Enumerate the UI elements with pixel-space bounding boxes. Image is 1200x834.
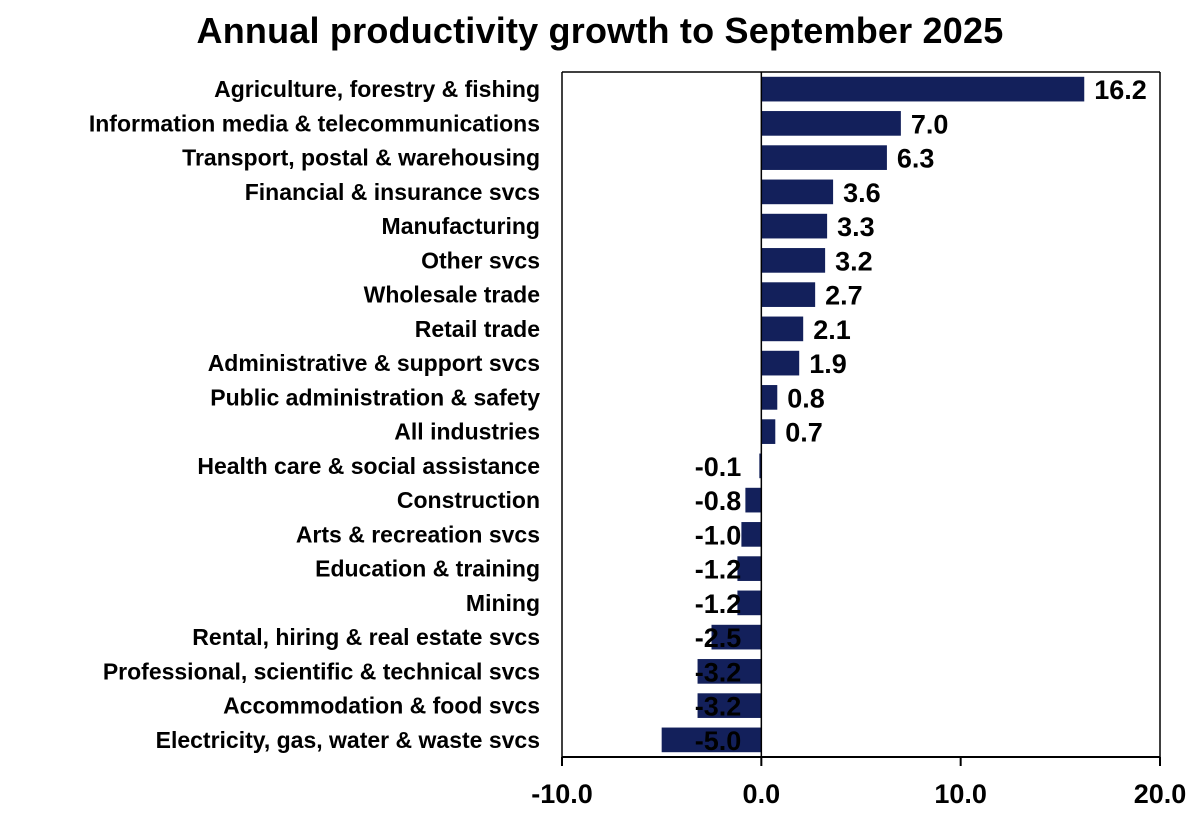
- category-label: Retail trade: [415, 316, 540, 342]
- bar: [761, 282, 816, 307]
- value-label: -0.1: [695, 452, 742, 482]
- value-label: 1.9: [809, 349, 847, 379]
- x-tick-label: 0.0: [743, 779, 781, 809]
- bar: [661, 727, 762, 753]
- bar: [761, 316, 804, 342]
- category-label: All industries: [394, 419, 540, 445]
- value-label: 6.3: [897, 144, 935, 174]
- category-label: Other svcs: [421, 247, 540, 273]
- category-label: Rental, hiring & real estate svcs: [192, 624, 540, 650]
- value-label: 7.0: [911, 109, 949, 139]
- value-label: -1.0: [695, 520, 742, 550]
- category-label: Arts & recreation svcs: [296, 521, 540, 547]
- category-label: Health care & social assistance: [197, 453, 540, 479]
- bar: [761, 419, 776, 444]
- bar: [761, 111, 901, 136]
- category-label: Financial & insurance svcs: [245, 179, 540, 205]
- value-label: -3.2: [695, 657, 742, 687]
- category-label: Construction: [397, 487, 540, 513]
- value-label: 0.8: [787, 383, 825, 413]
- category-label: Accommodation & food svcs: [223, 693, 540, 719]
- bar: [761, 76, 1085, 102]
- value-label: -1.2: [695, 555, 742, 585]
- x-tick-label: 20.0: [1134, 779, 1187, 809]
- bars-layer: [661, 76, 1085, 753]
- value-label: -1.2: [695, 589, 742, 619]
- category-label: Public administration & safety: [210, 384, 540, 410]
- x-tick-label: 10.0: [934, 779, 987, 809]
- category-label: Administrative & support svcs: [208, 350, 540, 376]
- value-label: 3.6: [843, 178, 881, 208]
- category-label: Wholesale trade: [364, 282, 540, 308]
- chart-title: Annual productivity growth to September …: [196, 10, 1004, 51]
- value-label: 2.1: [813, 315, 851, 345]
- bar: [761, 385, 778, 410]
- value-label: 3.3: [837, 212, 875, 242]
- bar: [697, 659, 762, 684]
- value-label: -0.8: [695, 486, 742, 516]
- bar: [711, 624, 762, 650]
- value-label: -2.5: [695, 623, 742, 653]
- category-label: Electricity, gas, water & waste svcs: [156, 727, 540, 753]
- axis-layer: [561, 71, 1161, 766]
- category-label: Professional, scientific & technical svc…: [103, 658, 540, 684]
- bar: [759, 453, 762, 479]
- category-label: Manufacturing: [382, 213, 540, 239]
- category-label: Information media & telecommunications: [89, 110, 540, 136]
- bar: [737, 556, 762, 581]
- category-label: Mining: [466, 590, 540, 616]
- labels-layer: Agriculture, forestry & fishing 16.2 Infor…: [89, 75, 1186, 809]
- value-label: 3.2: [835, 246, 873, 276]
- value-label: -5.0: [695, 726, 742, 756]
- value-label: -3.2: [695, 692, 742, 722]
- bar: [761, 350, 800, 376]
- bar: [741, 522, 762, 547]
- bar: [761, 248, 826, 273]
- value-label: 0.7: [785, 418, 823, 448]
- x-tick-label: -10.0: [531, 779, 593, 809]
- bar: [761, 213, 828, 239]
- bar: [761, 179, 834, 205]
- bar: [761, 145, 887, 170]
- bar: [745, 487, 762, 513]
- bar: [697, 693, 762, 718]
- category-label: Education & training: [315, 556, 540, 582]
- value-label: 2.7: [825, 281, 863, 311]
- category-label: Agriculture, forestry & fishing: [214, 76, 540, 102]
- bar: [737, 590, 762, 616]
- value-label: 16.2: [1094, 75, 1147, 105]
- category-label: Transport, postal & warehousing: [182, 145, 540, 171]
